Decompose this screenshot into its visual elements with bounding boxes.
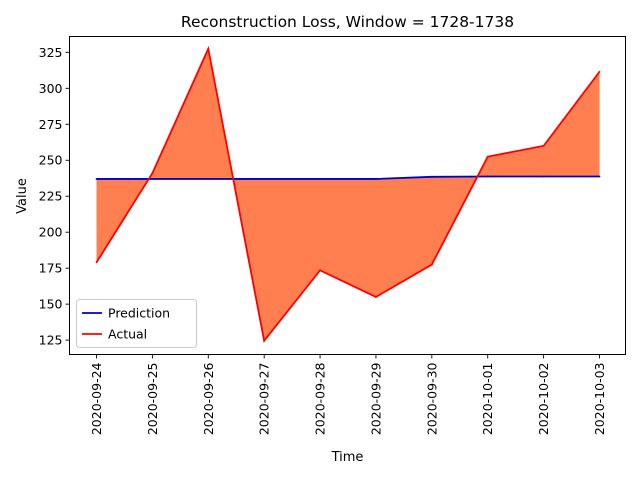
series-actual-point xyxy=(542,144,545,147)
series-prediction-point xyxy=(319,178,321,180)
series-actual-point xyxy=(375,296,377,298)
plot-area xyxy=(95,45,601,343)
series-prediction-point xyxy=(263,178,266,180)
series-actual-point xyxy=(95,261,98,264)
y-tick-label: 125 xyxy=(39,333,63,348)
y-tick-label: 150 xyxy=(39,297,63,312)
x-tick-label: 2020-09-24 xyxy=(89,362,104,435)
series-actual-line xyxy=(95,45,601,343)
y-tick-label: 250 xyxy=(39,153,63,168)
series-actual-point xyxy=(598,70,601,73)
series-prediction-point xyxy=(542,175,545,178)
y-tick-label: 275 xyxy=(39,117,63,132)
y-axis: 125 150 175 200 225 250 275 300 325 xyxy=(39,45,70,348)
series-prediction-point xyxy=(486,175,489,178)
x-tick-label: 2020-09-27 xyxy=(257,363,272,436)
series-actual-point xyxy=(319,269,321,272)
series-actual-point xyxy=(151,172,154,175)
x-tick-label: 2020-10-01 xyxy=(480,363,495,436)
series-actual-point xyxy=(430,263,433,266)
series-actual-point xyxy=(486,155,489,158)
x-axis: 2020-09-24 2020-09-25 2020-09-26 2020-09-27… xyxy=(89,354,607,436)
y-tick-label: 175 xyxy=(39,261,63,276)
legend: Prediction Actual xyxy=(76,299,197,348)
x-tick-label: 2020-09-28 xyxy=(313,362,328,435)
series-prediction-point xyxy=(207,178,210,180)
x-tick-label: 2020-09-25 xyxy=(145,363,160,436)
x-tick-label: 2020-10-02 xyxy=(536,363,551,436)
x-axis-label: Time xyxy=(331,450,364,465)
y-tick-label: 225 xyxy=(39,189,63,204)
series-prediction-point xyxy=(151,178,154,180)
plot-frame xyxy=(69,36,626,355)
x-tick-label: 2020-10-03 xyxy=(592,363,607,436)
y-tick-label: 325 xyxy=(39,45,63,60)
x-tick-label: 2020-09-30 xyxy=(424,362,439,435)
series-prediction-point xyxy=(95,178,98,180)
x-tick-label: 2020-09-29 xyxy=(368,362,383,435)
fill-between-area xyxy=(96,48,600,341)
series-prediction-point xyxy=(598,175,601,178)
y-tick-label: 300 xyxy=(39,81,63,96)
y-tick-label: 200 xyxy=(39,225,63,240)
series-actual-point xyxy=(207,47,210,50)
y-axis-label: Value xyxy=(15,178,30,214)
legend-actual-label: Actual xyxy=(108,327,147,342)
x-tick-label: 2020-09-26 xyxy=(201,362,216,435)
series-actual-point xyxy=(263,339,266,342)
legend-box xyxy=(76,299,197,348)
legend-prediction-label: Prediction xyxy=(108,306,170,321)
series-prediction-line xyxy=(96,175,600,180)
chart-title: Reconstruction Loss, Window = 1728-1738 xyxy=(181,13,514,31)
series-prediction-point xyxy=(375,178,377,180)
series-prediction-point xyxy=(430,175,433,178)
